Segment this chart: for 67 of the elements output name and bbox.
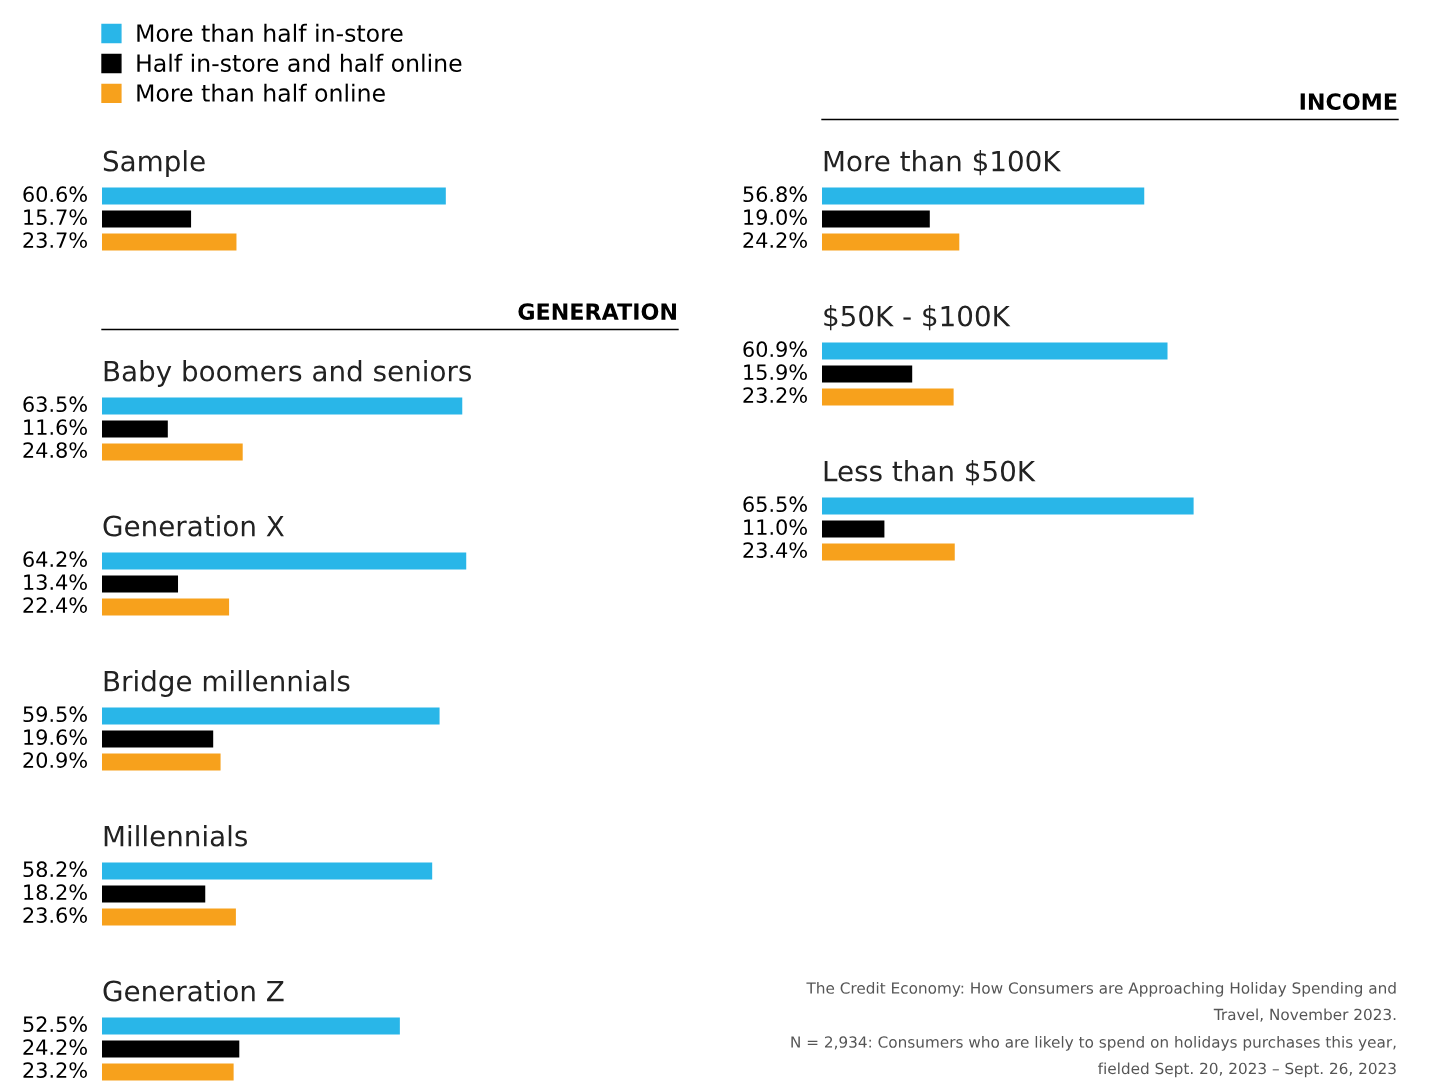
data-label: 15.9% (744, 364, 807, 381)
bar (822, 342, 1168, 360)
bar (822, 543, 955, 561)
bar (822, 365, 913, 383)
y-tick-label: Millennials (104, 825, 247, 847)
y-tick-label: More than $100K (824, 150, 1062, 176)
data-label: 58.2% (23, 861, 87, 878)
bar (822, 497, 1194, 515)
data-label: 23.6% (23, 907, 87, 923)
y-tick-label: Sample (103, 150, 205, 177)
bar (102, 908, 236, 926)
bar (102, 552, 467, 570)
data-label: 20.9% (23, 752, 87, 768)
bar (822, 388, 954, 406)
bar (102, 1040, 240, 1058)
text: INCOME (1300, 93, 1397, 110)
bar (102, 443, 243, 461)
data-label: 23.2% (23, 1062, 87, 1078)
data-label: 52.5% (23, 1016, 87, 1033)
y-tick-label: Less than $50K (824, 460, 1036, 486)
bar (102, 707, 440, 725)
legend-label: Half in-store and half online (137, 53, 462, 72)
bar (822, 187, 1145, 205)
bar (102, 1017, 400, 1035)
data-label: 22.4% (23, 597, 87, 613)
y-tick-label: Bridge millennials (104, 670, 350, 697)
data-label: 60.6% (23, 186, 87, 203)
bar (102, 753, 221, 771)
data-label: 59.5% (23, 706, 87, 723)
data-label: 24.2% (743, 232, 807, 248)
data-label: 19.0% (744, 209, 807, 226)
bar (822, 233, 960, 251)
bar (822, 520, 885, 538)
bar (822, 210, 930, 228)
bar (102, 575, 179, 593)
y-tick-label: Generation Z (103, 980, 284, 1002)
data-label: 13.4% (24, 574, 87, 591)
data-label: 11.0% (744, 519, 807, 536)
bar (102, 420, 168, 438)
bar (102, 730, 214, 748)
data-label: 18.2% (24, 884, 87, 901)
data-label: 56.8% (743, 186, 807, 203)
text: GENERATION (518, 303, 676, 320)
legend-label: More than half in-store (137, 23, 403, 43)
data-label: 23.7% (23, 232, 87, 248)
data-label: 60.9% (743, 341, 807, 358)
text: N = 2,934: Consumers who are likely to spend on holidays purchases this year, fielded Sept. 20, 2023 – Sept. 26, 2023 (791, 1036, 1396, 1078)
data-label: 64.2% (23, 551, 87, 568)
bar (102, 397, 463, 415)
text: The Credit Economy: How Consumers are Approaching Holiday Spending and Travel, November 2023. (806, 982, 1396, 1022)
legend-label: More than half online (137, 83, 385, 102)
data-label: 24.8% (23, 442, 87, 458)
bar (102, 598, 230, 616)
data-label: 23.4% (743, 542, 807, 558)
y-tick-label: Baby boomers and seniors (104, 360, 471, 387)
bar (102, 1063, 234, 1081)
data-label: 15.7% (24, 209, 87, 226)
data-label: 11.6% (24, 419, 87, 436)
data-label: 24.2% (23, 1039, 87, 1056)
y-tick-label: Generation X (103, 515, 284, 537)
data-label: 19.6% (24, 729, 87, 746)
data-label: 63.5% (23, 396, 87, 413)
bar (102, 862, 433, 880)
bar (102, 885, 206, 903)
data-label: 23.2% (743, 387, 807, 403)
data-label: 65.5% (743, 496, 807, 513)
y-tick-label: $50K - $100K (824, 305, 1011, 331)
